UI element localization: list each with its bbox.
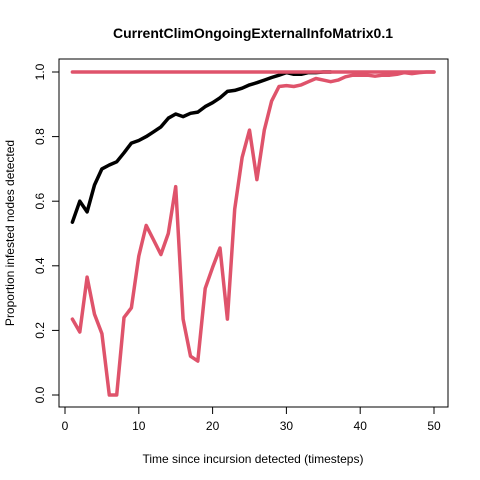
- chart-title: CurrentClimOngoingExternalInfoMatrix0.1: [113, 25, 393, 41]
- y-tick-label: 0.6: [33, 193, 47, 210]
- y-tick-label: 0.0: [33, 386, 47, 403]
- y-tick-label: 1.0: [33, 63, 47, 80]
- y-axis: 0.0 0.2 0.4 0.6 0.8 1.0: [33, 63, 59, 403]
- x-tick-label: 0: [62, 419, 69, 433]
- x-tick-label: 30: [280, 419, 294, 433]
- x-tick-label: 10: [132, 419, 146, 433]
- y-tick-label: 0.2: [33, 322, 47, 339]
- x-tick-label: 50: [427, 419, 441, 433]
- x-axis-label: Time since incursion detected (timesteps…: [143, 452, 364, 466]
- series-line-2: [70, 70, 436, 397]
- y-axis-label: Proportion infested nodes detected: [3, 140, 17, 326]
- x-tick-label: 40: [354, 419, 368, 433]
- plot-frame: [58, 58, 449, 408]
- y-tick-label: 0.4: [33, 257, 47, 274]
- series-line-1: [70, 70, 333, 224]
- x-axis: 0 10 20 30 40 50: [62, 407, 441, 433]
- y-tick-label: 0.8: [33, 128, 47, 145]
- x-tick-label: 20: [206, 419, 220, 433]
- series-layer: [70, 70, 436, 397]
